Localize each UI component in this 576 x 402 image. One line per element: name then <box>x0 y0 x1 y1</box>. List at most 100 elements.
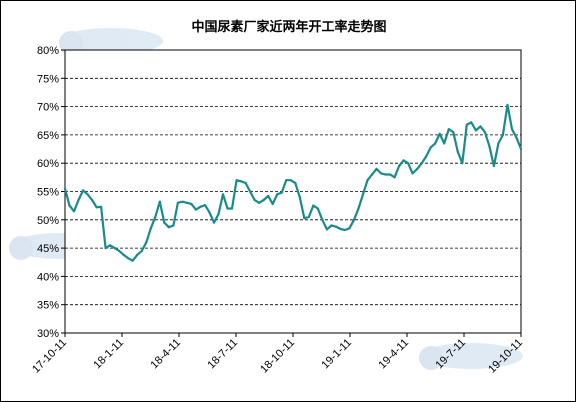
y-tick-label: 45% <box>37 243 59 255</box>
data-point <box>416 167 419 170</box>
data-point <box>95 206 98 209</box>
data-point <box>515 136 518 139</box>
chart-title: 中国尿素厂家近两年开工率走势图 <box>191 19 386 35</box>
data-point <box>425 155 428 158</box>
data-point <box>221 193 225 196</box>
data-point <box>402 159 405 162</box>
data-point <box>271 202 274 206</box>
data-point <box>113 247 116 250</box>
data-point <box>167 226 170 229</box>
data-point <box>465 123 468 126</box>
data-point <box>393 176 396 179</box>
watermark-shape <box>419 346 443 370</box>
data-point <box>456 150 459 153</box>
data-point <box>249 190 252 193</box>
data-point <box>352 218 356 221</box>
data-point <box>154 215 157 219</box>
watermark-mark <box>59 28 163 55</box>
data-point <box>68 204 71 207</box>
data-point <box>452 131 455 134</box>
watermark-shape <box>9 236 33 260</box>
data-point <box>208 211 211 214</box>
data-point <box>100 205 103 208</box>
data-point <box>420 162 423 165</box>
data-point <box>366 179 369 182</box>
data-point <box>447 128 450 131</box>
data-point <box>140 249 143 252</box>
data-point <box>361 193 365 196</box>
data-point <box>131 259 134 262</box>
data-point <box>519 147 523 151</box>
y-tick-label: 60% <box>37 158 59 170</box>
data-point <box>172 224 175 227</box>
data-point <box>298 196 301 199</box>
data-point <box>470 121 473 124</box>
data-point <box>488 145 491 148</box>
data-point <box>122 253 125 256</box>
data-point <box>199 205 202 208</box>
data-point <box>316 207 319 210</box>
data-point <box>334 225 337 228</box>
data-point <box>262 198 265 202</box>
data-point <box>443 142 446 145</box>
data-point <box>72 210 76 213</box>
data-point <box>501 133 504 136</box>
x-axis-ticks: 17-10-11 18-1-11 18-4-11 18-7-11 18-10-11 19-… <box>30 333 525 376</box>
x-tick-label: 18-4-11 <box>148 337 183 372</box>
data-point <box>483 131 486 134</box>
data-point <box>176 201 179 204</box>
data-point <box>307 215 310 219</box>
data-point <box>330 224 333 227</box>
data-point <box>280 191 283 194</box>
data-point <box>497 142 500 145</box>
data-point <box>343 228 346 232</box>
data-point <box>461 162 464 165</box>
data-point <box>267 194 270 198</box>
data-point <box>244 181 247 185</box>
data-point <box>375 167 378 170</box>
data-point <box>136 253 139 256</box>
data-point <box>217 213 220 216</box>
data-point <box>158 200 161 203</box>
data-point <box>285 179 288 182</box>
data-point <box>212 221 216 224</box>
x-tick-label: 17-10-11 <box>30 337 69 376</box>
data-point <box>86 193 89 196</box>
data-point <box>510 128 514 131</box>
data-point <box>407 162 410 165</box>
x-tick-label: 18-7-11 <box>205 337 240 372</box>
data-point <box>370 173 374 176</box>
x-tick-label: 18-1-11 <box>91 337 126 372</box>
data-point <box>438 132 441 135</box>
data-point <box>384 173 387 176</box>
y-tick-label: 55% <box>37 187 59 199</box>
data-point <box>240 180 243 183</box>
data-point <box>474 129 477 132</box>
data-point <box>185 201 188 204</box>
y-tick-label: 75% <box>37 73 59 85</box>
watermark-shape <box>419 343 523 369</box>
data-point <box>104 247 107 250</box>
watermark-shape <box>59 31 83 55</box>
data-point <box>321 218 324 221</box>
data-point <box>149 227 152 230</box>
data-point <box>226 207 229 210</box>
data-point <box>411 172 414 175</box>
y-tick-label: 80% <box>37 45 59 57</box>
y-tick-label: 35% <box>37 300 59 312</box>
data-point <box>77 198 80 202</box>
data-point <box>379 172 383 175</box>
data-point <box>145 241 148 244</box>
data-point <box>492 164 495 168</box>
data-point <box>109 244 112 247</box>
y-tick-label: 50% <box>37 215 59 227</box>
data-point <box>203 204 207 207</box>
y-tick-label: 30% <box>37 328 59 340</box>
data-point <box>82 189 85 192</box>
x-tick-label: 19-4-11 <box>376 337 411 372</box>
data-point <box>339 227 342 230</box>
data-point <box>118 249 121 252</box>
data-point <box>348 227 351 230</box>
y-tick-label: 65% <box>37 130 59 142</box>
